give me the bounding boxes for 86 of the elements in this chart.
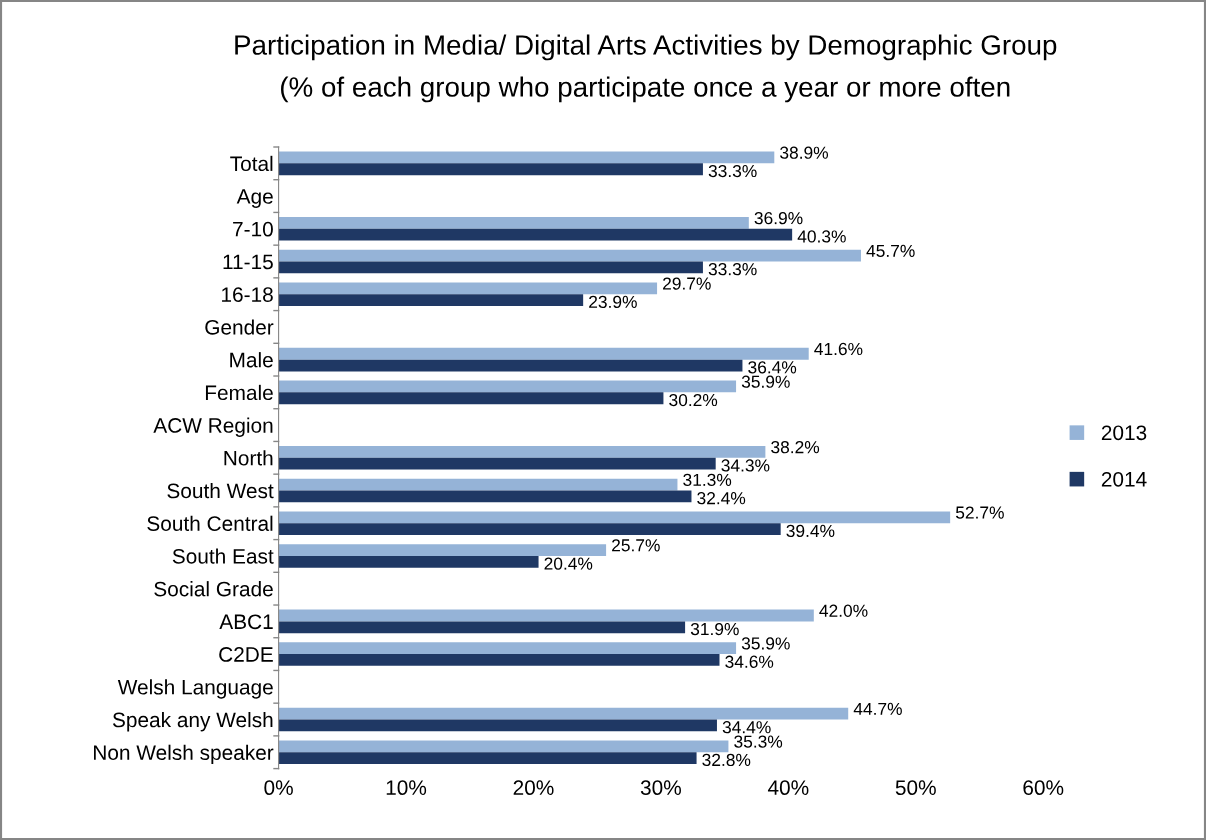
bar xyxy=(278,457,716,470)
x-tick-label: 50% xyxy=(895,780,936,796)
y-tick-label: 11-15 xyxy=(223,254,273,270)
bar xyxy=(278,163,703,176)
bar xyxy=(278,707,849,720)
data-label: 29.7% xyxy=(663,277,711,290)
y-tick-label: Age xyxy=(236,189,273,208)
y-tick-label: C2DE xyxy=(219,647,273,662)
bar xyxy=(278,654,720,666)
chart-title: Participation in Media/ Digital Arts Activities by Demographic Group xyxy=(235,34,1057,61)
data-label: 33.3% xyxy=(708,263,757,276)
bar xyxy=(278,555,539,568)
bar xyxy=(278,642,737,655)
y-tick-label: Speak any Welsh xyxy=(112,711,273,732)
data-label: 34.6% xyxy=(725,655,774,668)
bar xyxy=(278,294,584,306)
data-label: 35.9% xyxy=(741,637,790,650)
y-tick-label: South West xyxy=(167,482,274,499)
bar xyxy=(278,249,861,262)
data-label: 39.4% xyxy=(786,524,835,538)
bar xyxy=(278,609,814,622)
data-label: 31.9% xyxy=(690,622,739,636)
data-label: 40.3% xyxy=(797,230,846,243)
data-label: 52.7% xyxy=(955,506,1004,519)
data-label: 34.3% xyxy=(721,459,770,472)
data-label: 36.9% xyxy=(754,212,803,225)
data-label: 35.9% xyxy=(741,375,790,388)
bar xyxy=(278,446,766,458)
bar xyxy=(278,359,743,372)
x-tick-label: 20% xyxy=(513,780,554,796)
y-tick-label: Gender xyxy=(205,319,274,335)
x-tick-label: 0% xyxy=(264,780,293,796)
data-label: 20.4% xyxy=(544,557,593,570)
data-label: 32.4% xyxy=(697,492,746,505)
data-label: 32.8% xyxy=(702,753,751,767)
data-label: 33.3% xyxy=(708,164,757,178)
bar xyxy=(278,151,775,164)
bar xyxy=(278,282,658,295)
bar xyxy=(278,228,793,241)
x-tick-label: 60% xyxy=(1023,780,1064,796)
data-label: 25.7% xyxy=(612,539,660,552)
bar xyxy=(278,544,607,556)
bar xyxy=(278,380,737,393)
data-label: 42.0% xyxy=(819,604,868,617)
bar xyxy=(278,752,697,765)
bar xyxy=(278,740,729,753)
y-tick-label: ABC1 xyxy=(219,614,273,630)
x-tick-label: 40% xyxy=(767,780,809,796)
data-label: 44.7% xyxy=(853,702,902,715)
data-label: 30.2% xyxy=(669,393,718,407)
data-label: 38.9% xyxy=(780,146,829,159)
y-tick-label: Social Grade xyxy=(154,581,273,597)
bar xyxy=(278,490,692,503)
y-tick-label: Female xyxy=(205,384,273,401)
x-tick-label: 30% xyxy=(640,780,681,796)
bar xyxy=(278,523,781,536)
data-label: 38.2% xyxy=(771,441,820,454)
bar xyxy=(278,217,749,229)
bar xyxy=(278,621,686,634)
y-tick-label: South East xyxy=(172,548,274,564)
bar xyxy=(278,511,951,524)
bar xyxy=(278,392,664,405)
y-tick-label: North xyxy=(224,450,273,466)
y-tick-label: Male xyxy=(230,352,273,368)
y-tick-label: 16-18 xyxy=(222,287,273,302)
data-label: 45.7% xyxy=(866,244,915,258)
y-tick-label: South Central xyxy=(147,515,273,531)
bar xyxy=(278,719,717,732)
legend-label: 2013 xyxy=(1101,425,1147,441)
y-tick-label: ACW Region xyxy=(153,417,273,437)
data-label: 31.3% xyxy=(683,473,732,487)
legend-label: 2014 xyxy=(1101,471,1147,487)
bar xyxy=(278,347,809,360)
data-label: 36.4% xyxy=(748,361,797,374)
data-label: 34.4% xyxy=(722,721,771,734)
y-tick-label: Non Welsh speaker xyxy=(94,744,274,765)
bar xyxy=(278,478,678,491)
y-tick-label: Total xyxy=(230,155,273,172)
data-label: 23.9% xyxy=(589,295,637,309)
y-tick-label: Welsh Language xyxy=(117,679,273,699)
y-tick-label: 7-10 xyxy=(233,221,273,237)
bar xyxy=(278,261,703,274)
data-label: 35.3% xyxy=(734,735,783,748)
data-label: 41.6% xyxy=(814,342,863,356)
x-tick-label: 10% xyxy=(386,780,427,796)
chart-subtitle: (% of each group who participate once a year or more often xyxy=(281,76,1010,103)
